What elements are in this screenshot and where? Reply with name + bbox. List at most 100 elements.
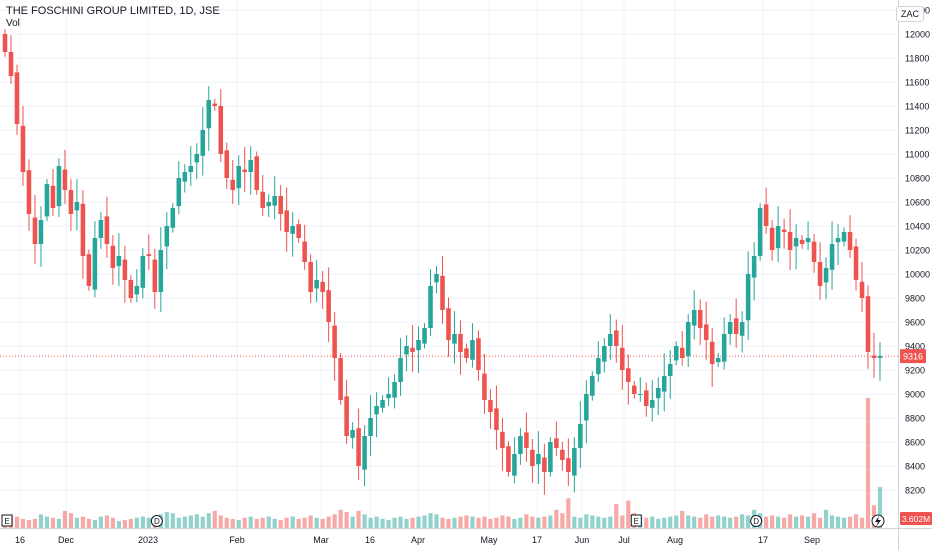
volume-bar: [811, 513, 817, 528]
y-tick-label: 8800: [905, 414, 925, 424]
candle-body: [344, 396, 349, 436]
volume-bar: [80, 516, 86, 528]
candle-body: [80, 203, 86, 256]
candle-body: [374, 406, 379, 415]
volume-bar: [452, 517, 457, 528]
candle-body: [482, 373, 487, 400]
candle-body: [691, 310, 697, 326]
candle-body: [194, 154, 200, 163]
x-tick-label: 16: [365, 535, 375, 545]
volume-bar: [626, 500, 631, 528]
volume-bar: [500, 515, 505, 528]
y-tick-label: 10200: [905, 246, 930, 256]
volume-bar: [704, 514, 709, 528]
last-volume-badge: [900, 512, 932, 525]
candle-body: [476, 338, 481, 370]
candle-body: [823, 268, 829, 283]
candle-body: [584, 394, 589, 421]
volume-bar: [248, 516, 253, 528]
candle-body: [56, 166, 62, 207]
candle-body: [356, 428, 361, 466]
volume-bar: [140, 516, 145, 528]
candle-body: [458, 334, 463, 352]
candle-body: [578, 424, 583, 448]
candle-body: [314, 280, 319, 289]
candle-body: [769, 227, 775, 250]
candle-body: [847, 232, 853, 250]
candle-body: [751, 256, 757, 278]
candle-body: [20, 125, 26, 172]
candle-body: [410, 347, 415, 352]
volume-bar: [326, 516, 331, 528]
candle-body: [320, 281, 325, 292]
volume-bar: [560, 513, 565, 528]
y-tick-label: 10400: [905, 222, 930, 232]
volume-bar: [865, 398, 871, 528]
candle-body: [386, 394, 391, 399]
y-tick-label: 9000: [905, 390, 925, 400]
volume-bar: [476, 517, 481, 528]
volume-bar: [398, 516, 403, 528]
volume-bar: [578, 517, 583, 528]
volume-bar: [86, 518, 92, 528]
candle-body: [92, 238, 98, 290]
candle-body: [362, 436, 367, 470]
candle-body: [308, 262, 313, 292]
volume-bar: [230, 518, 235, 528]
volume-bar: [680, 510, 685, 528]
candle-body: [218, 106, 224, 154]
volume-bar: [392, 517, 397, 528]
volume-bar: [524, 514, 529, 528]
candle-body: [224, 150, 230, 178]
x-tick-label: Dec: [58, 535, 75, 545]
volume-bar: [536, 517, 541, 528]
candle-body: [518, 436, 523, 454]
volume-bar: [290, 516, 295, 528]
volume-bar: [710, 516, 715, 528]
candle-body: [817, 262, 823, 286]
candle-body: [757, 208, 763, 256]
volume-bar: [446, 518, 451, 528]
candle-body: [739, 322, 745, 336]
candle-body: [512, 454, 517, 476]
candle-body: [2, 34, 8, 52]
currency-badge[interactable]: ZAC: [896, 6, 924, 22]
volume-bar: [212, 510, 217, 528]
candle-body: [865, 296, 871, 352]
volume-bar: [164, 512, 169, 528]
volume-bar: [242, 517, 247, 528]
volume-bar: [716, 515, 721, 528]
volume-bar: [404, 518, 409, 528]
candle-body: [122, 259, 128, 280]
y-tick-label: 10600: [905, 198, 930, 208]
candle-body: [452, 334, 457, 344]
volume-bar: [799, 515, 805, 528]
y-tick-label: 9200: [905, 366, 925, 376]
volume-bar: [32, 518, 38, 528]
candle-body: [608, 334, 613, 346]
volume-bar: [200, 516, 205, 528]
candle-body: [548, 442, 553, 472]
candle-body: [733, 318, 739, 334]
volume-bar: [368, 517, 373, 528]
volume-bar: [542, 516, 547, 528]
candle-body: [470, 340, 475, 360]
volume-bar: [590, 515, 595, 528]
candle-body: [284, 210, 289, 232]
candle-body: [727, 322, 733, 334]
candle-body: [248, 160, 253, 172]
candle-body: [596, 358, 601, 375]
volume-bar: [488, 518, 493, 528]
y-tick-label: 8200: [905, 486, 925, 496]
volume-bar: [823, 509, 829, 528]
candle-body: [212, 103, 218, 106]
volume-bar: [458, 516, 463, 528]
volume-bar: [302, 517, 307, 528]
volume-bar: [44, 516, 50, 528]
candle-body: [416, 340, 421, 351]
candle-body: [350, 430, 355, 438]
candle-body: [763, 204, 769, 226]
